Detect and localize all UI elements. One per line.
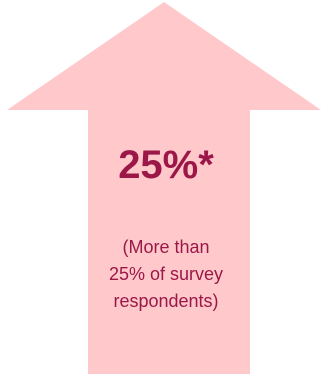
percentage-value: 25%* <box>118 143 214 187</box>
caption-line: respondents) <box>113 291 219 311</box>
up-arrow-shape <box>7 2 321 374</box>
caption-line: 25% of survey <box>108 264 224 284</box>
caption-line: (More than <box>122 237 210 257</box>
caption-text: (More than 25% of survey respondents) <box>88 234 244 315</box>
